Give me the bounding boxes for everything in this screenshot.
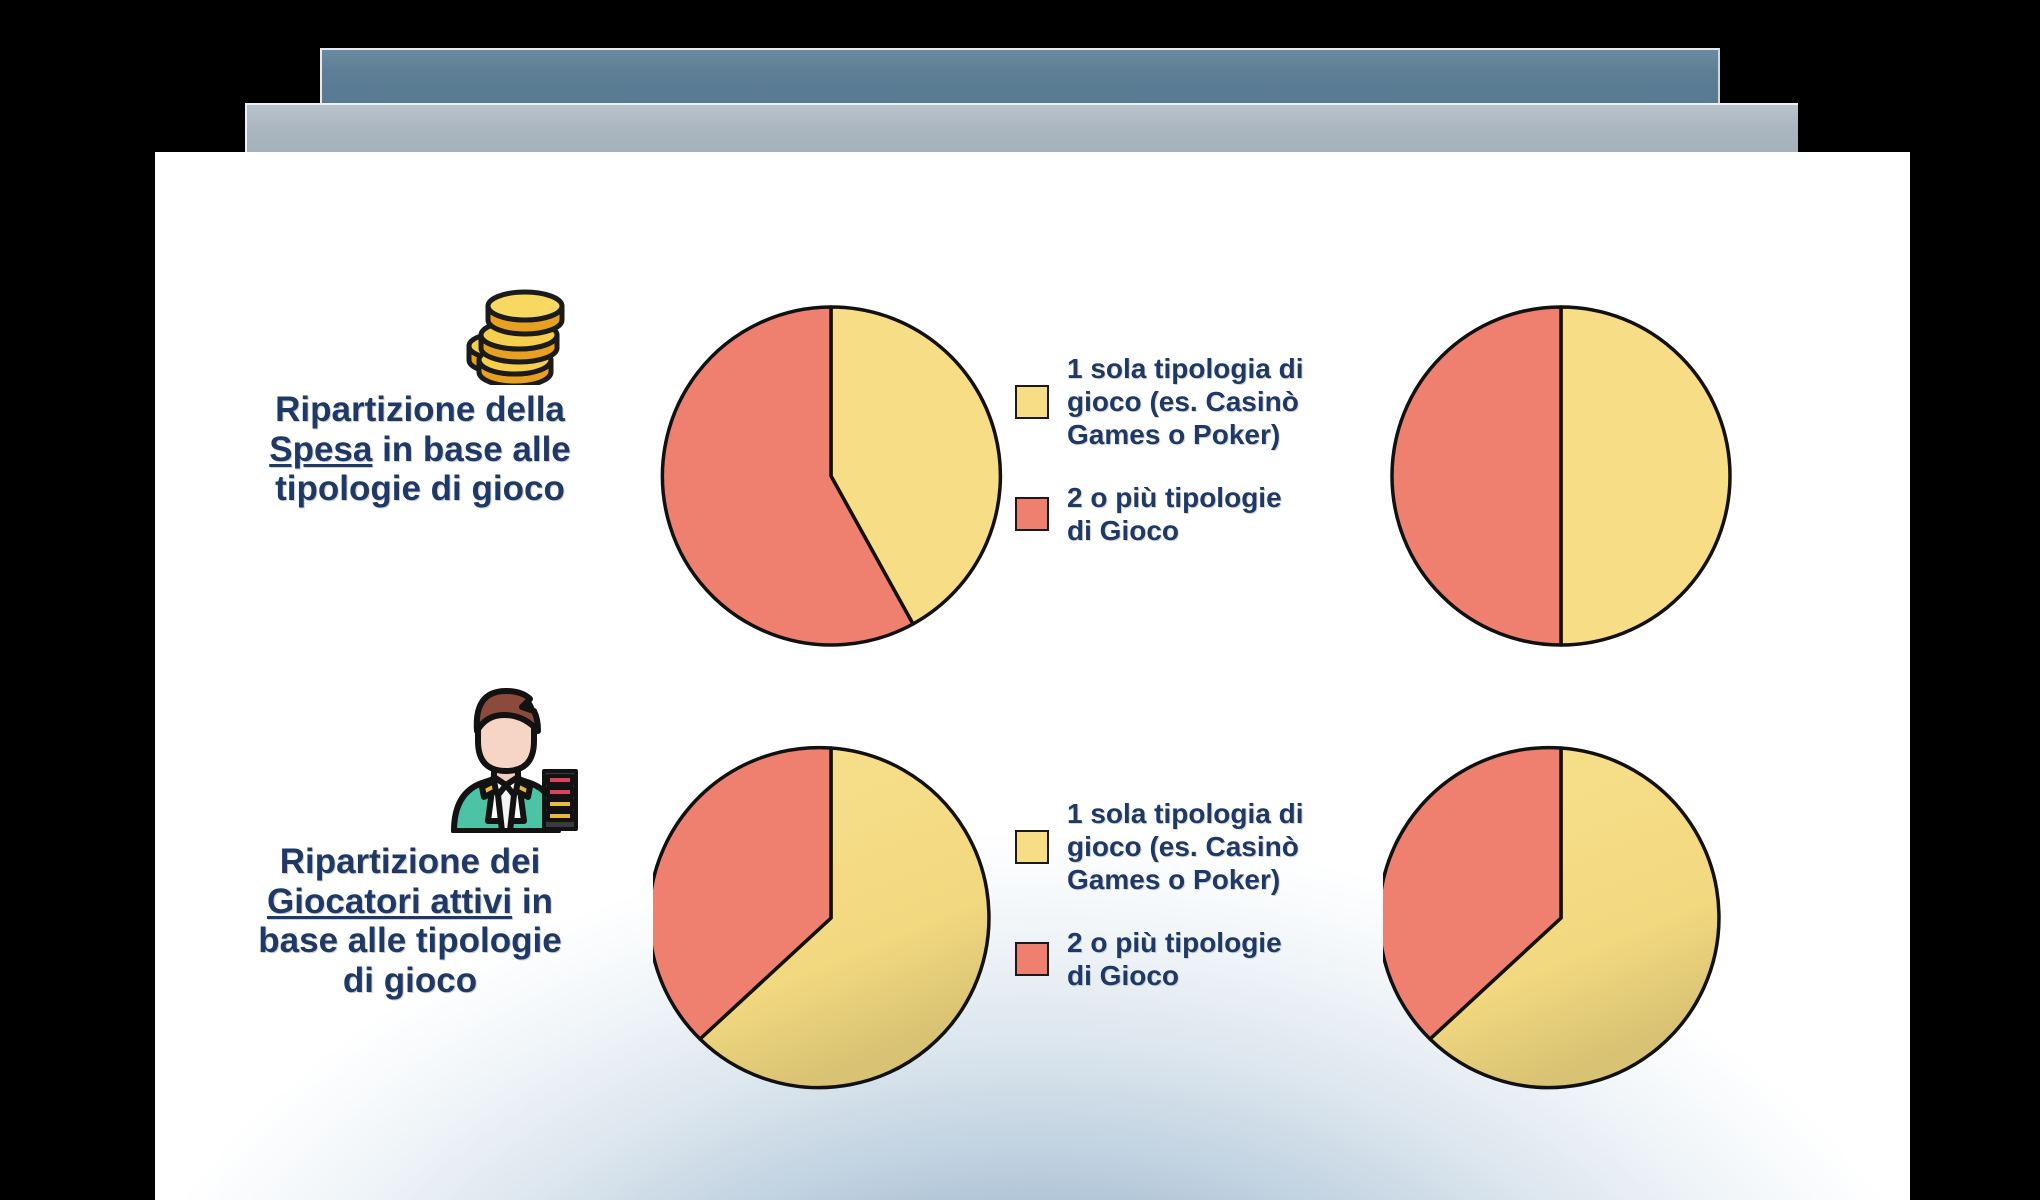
legend-label-multi-type: 2 o più tipologie di Gioco: [1067, 927, 1282, 992]
pie-slice-one-type: [1559, 305, 1732, 647]
legend-swatch-yellow-icon: [1015, 829, 1049, 864]
pie-slice-one-type: [829, 305, 1003, 626]
pie-slice-multi-type: [660, 305, 915, 647]
pie-slice-one-type: [698, 746, 991, 1090]
slide-panel: 2016 2017: [155, 152, 1910, 1200]
window-chrome-secondary-bar: [245, 103, 1798, 156]
legend-item-multi-type: 2 o più tipologie di Gioco: [1015, 926, 1305, 992]
window-chrome-top-bar: [320, 48, 1720, 106]
legend-item-one-type: 1 sola tipologia di gioco (es. Casinò Ga…: [1015, 352, 1305, 451]
stacked-coins-icon: [355, 277, 685, 387]
legend-swatch-salmon-icon: [1015, 497, 1049, 532]
legend-swatch-yellow-icon: [1015, 384, 1049, 419]
pie-chart-2016-spesa: [655, 300, 1007, 657]
legend-item-multi-type: 2 o più tipologie di Gioco: [1015, 481, 1305, 547]
croupier-icon: [345, 680, 675, 835]
row-label-spesa-emphasis: Spesa: [269, 429, 373, 469]
row-label-spesa-prefix: Ripartizione della: [275, 390, 565, 429]
legend-label-multi-type: 2 o più tipologie di Gioco: [1067, 482, 1282, 547]
legend-label-one-type: 1 sola tipologia di gioco (es. Casinò Ga…: [1067, 353, 1304, 451]
legend-spesa: 1 sola tipologia di gioco (es. Casinò Ga…: [1015, 352, 1305, 577]
slide-content: 2016 2017: [155, 152, 1910, 1200]
pie-chart-2017-giocatori: [1377, 740, 1739, 1101]
row-label-giocatori-emphasis: Giocatori attivi: [267, 881, 513, 921]
pie-slice-multi-type: [647, 745, 833, 1041]
pie-chart-2017-spesa: [1385, 300, 1737, 657]
row-label-spesa: Ripartizione della Spesa in base alle ti…: [255, 390, 585, 509]
row-label-giocatori: Ripartizione dei Giocatori attivi in bas…: [245, 842, 575, 1000]
row-label-spesa-suffix: in base alle tipologie di gioco: [275, 429, 571, 509]
pie-slice-multi-type: [1390, 305, 1563, 647]
pie-slice-multi-type: [1377, 745, 1563, 1041]
legend-swatch-salmon-icon: [1015, 942, 1049, 977]
legend-label-one-type: 1 sola tipologia di gioco (es. Casinò Ga…: [1067, 798, 1304, 896]
pie-slice-one-type: [1428, 746, 1721, 1090]
row-label-giocatori-suffix: in base alle tipologie di gioco: [258, 881, 562, 1000]
row-label-giocatori-prefix: Ripartizione dei: [279, 842, 541, 881]
legend-item-one-type: 1 sola tipologia di gioco (es. Casinò Ga…: [1015, 797, 1305, 896]
legend-giocatori: 1 sola tipologia di gioco (es. Casinò Ga…: [1015, 797, 1305, 1022]
pie-chart-2016-giocatori: [647, 740, 1009, 1101]
